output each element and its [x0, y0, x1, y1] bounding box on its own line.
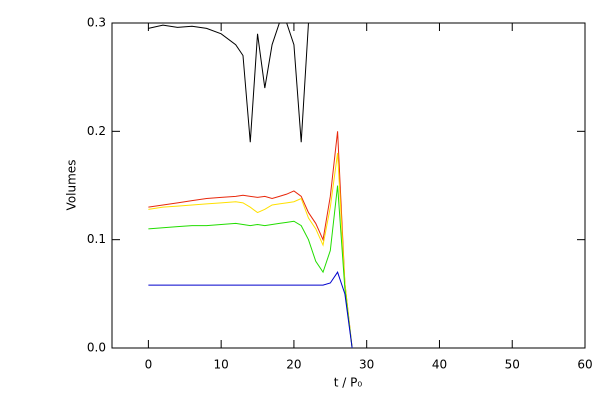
- curves: [148, 23, 353, 348]
- series-line: [148, 152, 353, 348]
- x-axis-label: t / P₀: [334, 376, 363, 390]
- y-tick-label: 0.0: [87, 341, 106, 355]
- plot-frame: [111, 22, 586, 349]
- x-tick-label: 20: [286, 358, 301, 372]
- y-tick-label: 0.3: [87, 16, 106, 30]
- x-tick-label: 40: [432, 358, 447, 372]
- x-tick-label: 30: [359, 358, 374, 372]
- x-tick-label: 10: [214, 358, 229, 372]
- y-tick-label: 0.1: [87, 232, 106, 246]
- series-line: [148, 185, 353, 348]
- x-tick-label: 0: [145, 358, 153, 372]
- series-line: [148, 131, 353, 348]
- x-tick-label: 50: [505, 358, 520, 372]
- x-tick-label: 60: [577, 358, 592, 372]
- y-tick-label: 0.2: [87, 124, 106, 138]
- y-axis-label: Volumes: [65, 160, 79, 211]
- series-line: [148, 23, 345, 143]
- series-line: [148, 271, 353, 348]
